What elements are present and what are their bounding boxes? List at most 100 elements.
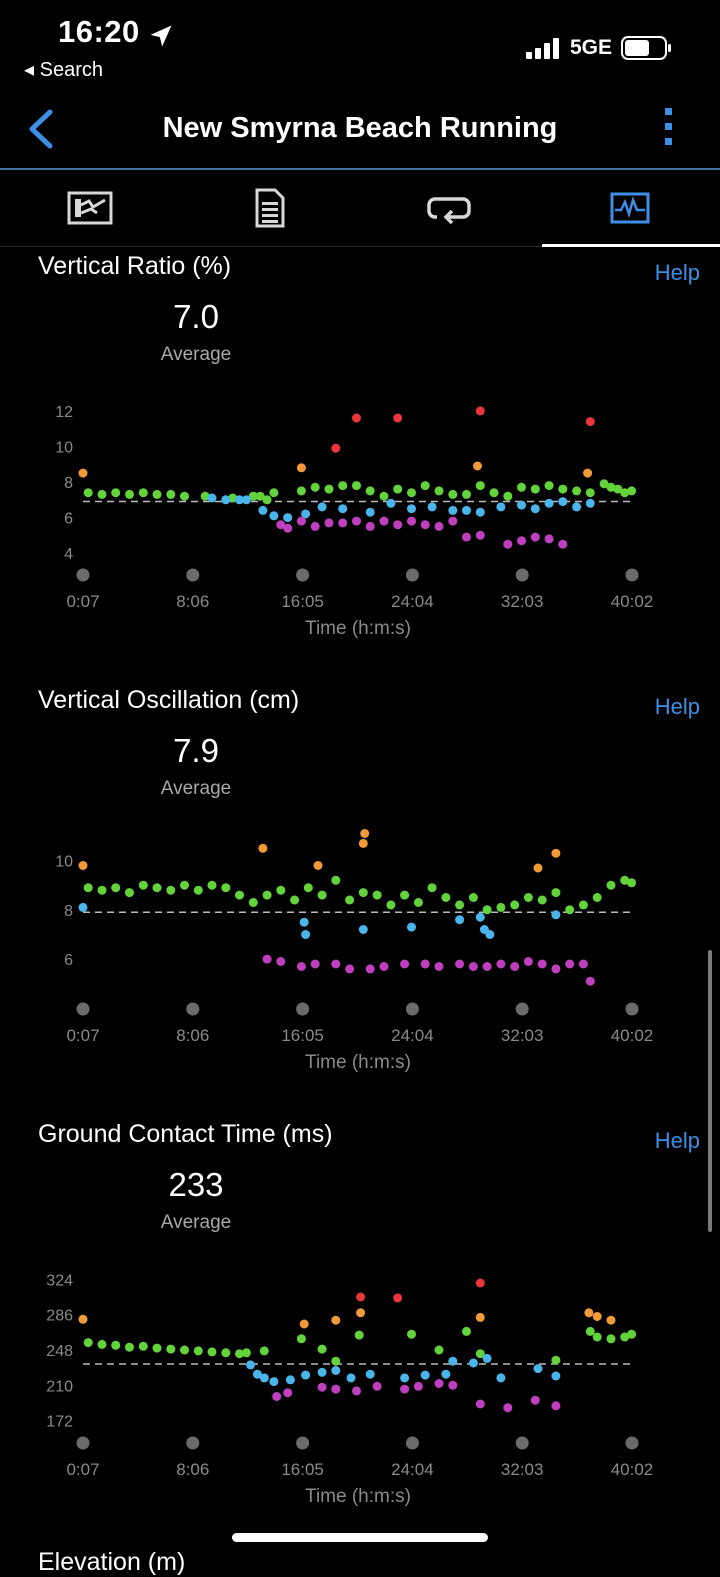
x-tick-dot: [405, 1436, 419, 1450]
data-point-blue: [496, 502, 506, 512]
data-point-purple: [503, 539, 513, 549]
average-label: Average: [160, 778, 232, 799]
more-menu-icon[interactable]: [656, 108, 680, 152]
home-indicator[interactable]: [232, 1533, 488, 1542]
tab-laps[interactable]: [360, 170, 540, 246]
data-point-green: [248, 491, 258, 501]
data-point-green: [296, 486, 306, 496]
data-point-blue: [241, 495, 251, 505]
data-point-green: [331, 875, 341, 885]
data-point-green: [296, 1334, 306, 1344]
data-point-blue: [441, 1369, 451, 1379]
data-point-green: [290, 895, 300, 905]
data-point-purple: [530, 1395, 540, 1405]
vertical-oscillation-chart[interactable]: 10 8 6 0:07 8:06 16:05 24:04 32:03 40:02 Time (h:…: [0, 806, 720, 1076]
data-point-purple: [338, 518, 348, 528]
data-point-green: [138, 880, 148, 890]
data-point-green: [592, 1332, 602, 1342]
average-value: 233: [168, 1166, 224, 1203]
data-point-blue: [252, 1369, 262, 1379]
x-tick-dot: [296, 1002, 310, 1016]
y-tick-label: 8: [64, 903, 73, 920]
data-point-green: [592, 893, 602, 902]
data-point-blue: [544, 498, 554, 508]
data-point-green: [166, 885, 176, 895]
vertical-ratio-chart[interactable]: 12 10 8 6 4 0:07 8:06 16:05 24:04 32:03 40:02 Time …: [0, 372, 720, 642]
data-point-purple: [448, 516, 458, 526]
data-point-green: [379, 491, 389, 501]
data-point-orange: [360, 829, 370, 838]
average-label: Average: [160, 344, 232, 365]
data-point-green: [620, 1332, 630, 1342]
ground-contact-time-chart[interactable]: 324 286 248 210 172 0:07 8:06 16:05 24:04 32:03 40…: [0, 1240, 720, 1510]
data-point-green: [200, 491, 210, 501]
help-link[interactable]: Help: [654, 1128, 700, 1153]
back-app-label: Search: [39, 59, 103, 81]
x-tick-label: 32:03: [501, 592, 544, 611]
x-tick-dot: [76, 568, 90, 582]
data-point-orange: [475, 1312, 485, 1322]
data-point-green: [262, 890, 272, 900]
data-point-blue: [299, 917, 309, 927]
x-tick-dot: [625, 1436, 639, 1450]
data-point-green: [207, 1347, 217, 1357]
data-point-purple: [551, 1401, 561, 1411]
data-point-purple: [400, 959, 410, 969]
data-point-blue: [420, 1370, 430, 1380]
back-chevron-icon[interactable]: [26, 108, 56, 150]
x-tick-dot: [515, 1002, 529, 1016]
data-point-red: [356, 1292, 366, 1302]
x-tick-label: 8:06: [176, 1460, 209, 1479]
y-tick-label: 286: [46, 1308, 73, 1325]
help-link[interactable]: Help: [654, 260, 700, 285]
y-tick-label: 172: [46, 1414, 73, 1431]
data-point-blue: [400, 1373, 410, 1383]
data-point-blue: [448, 505, 458, 515]
x-tick-dot: [515, 568, 529, 582]
data-point-green: [125, 489, 134, 499]
data-point-purple: [434, 962, 444, 971]
x-tick-dot: [76, 1436, 90, 1450]
help-link[interactable]: Help: [654, 694, 700, 719]
back-to-app-link[interactable]: ◂ Search: [24, 59, 103, 81]
data-point-purple: [365, 521, 375, 531]
tab-details[interactable]: [180, 170, 360, 246]
data-point-orange: [258, 843, 268, 853]
data-point-purple: [455, 959, 465, 969]
data-point-blue: [517, 500, 526, 510]
tab-charts[interactable]: [540, 170, 720, 247]
data-point-green: [358, 888, 368, 898]
data-point-blue: [301, 1370, 311, 1380]
data-point-purple: [420, 520, 430, 530]
data-point-red: [475, 406, 485, 416]
data-point-purple: [462, 532, 471, 542]
data-point-red: [475, 1278, 485, 1288]
data-point-green: [400, 890, 410, 900]
data-point-red: [393, 413, 403, 423]
data-point-green: [259, 1346, 269, 1356]
data-point-green: [324, 484, 334, 494]
data-point-green: [585, 1326, 595, 1336]
data-point-purple: [372, 1381, 382, 1391]
data-point-green: [221, 883, 231, 893]
data-point-green: [468, 893, 478, 902]
data-point-purple: [482, 962, 492, 971]
data-point-green: [276, 885, 286, 895]
data-point-green: [241, 1348, 251, 1358]
scrollbar[interactable]: [708, 950, 712, 1232]
data-point-green: [427, 883, 437, 893]
data-point-blue: [572, 502, 582, 512]
x-tick-label: 32:03: [501, 1026, 544, 1045]
data-point-green: [193, 885, 203, 895]
data-point-blue: [301, 930, 311, 939]
data-point-green: [627, 1329, 637, 1339]
map-overview-icon: [67, 191, 113, 225]
tab-overview[interactable]: [0, 170, 180, 246]
data-point-green: [537, 895, 547, 905]
data-point-purple: [331, 959, 341, 969]
data-point-green: [345, 895, 355, 905]
data-point-green: [317, 890, 327, 900]
y-tick-label: 4: [64, 546, 73, 563]
x-tick-label: 24:04: [391, 592, 434, 611]
data-point-green: [152, 1343, 162, 1353]
